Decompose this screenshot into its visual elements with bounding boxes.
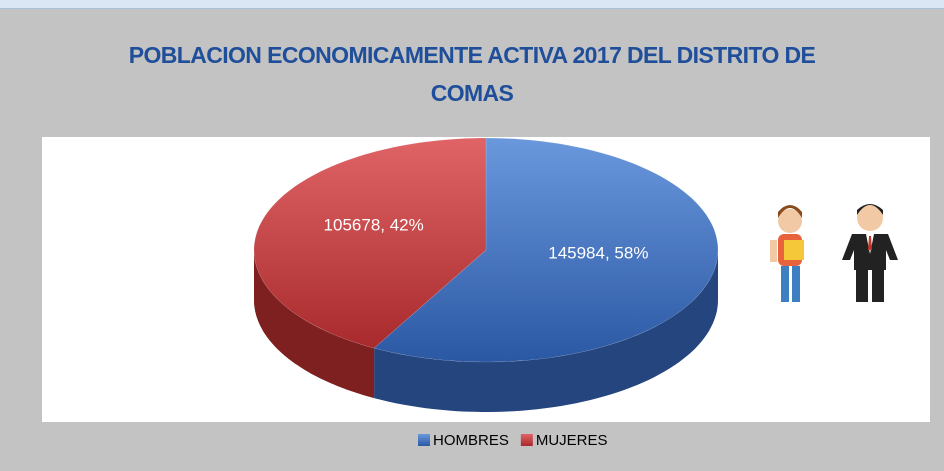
pie-slice-side [254,250,375,399]
pie-slice-side [374,250,718,412]
pie: 145984, 58% 105678, 42% [253,137,719,412]
top-bar [0,0,944,9]
pie-slice [373,137,719,363]
legend-swatch [520,434,533,446]
legend-label: MUJERES [536,432,608,449]
chart-title: POBLACION ECONOMICAMENTE ACTIVA 2017 DEL… [128,42,816,106]
pie-slice [253,137,487,349]
legend-label: HOMBRES [433,432,509,449]
data-label: 145984, 58% [548,243,648,262]
legend-swatch [418,434,430,446]
legend: HOMBRES MUJERES [418,432,608,449]
data-label: 105678, 42% [324,216,424,235]
people-illustration [770,204,898,302]
